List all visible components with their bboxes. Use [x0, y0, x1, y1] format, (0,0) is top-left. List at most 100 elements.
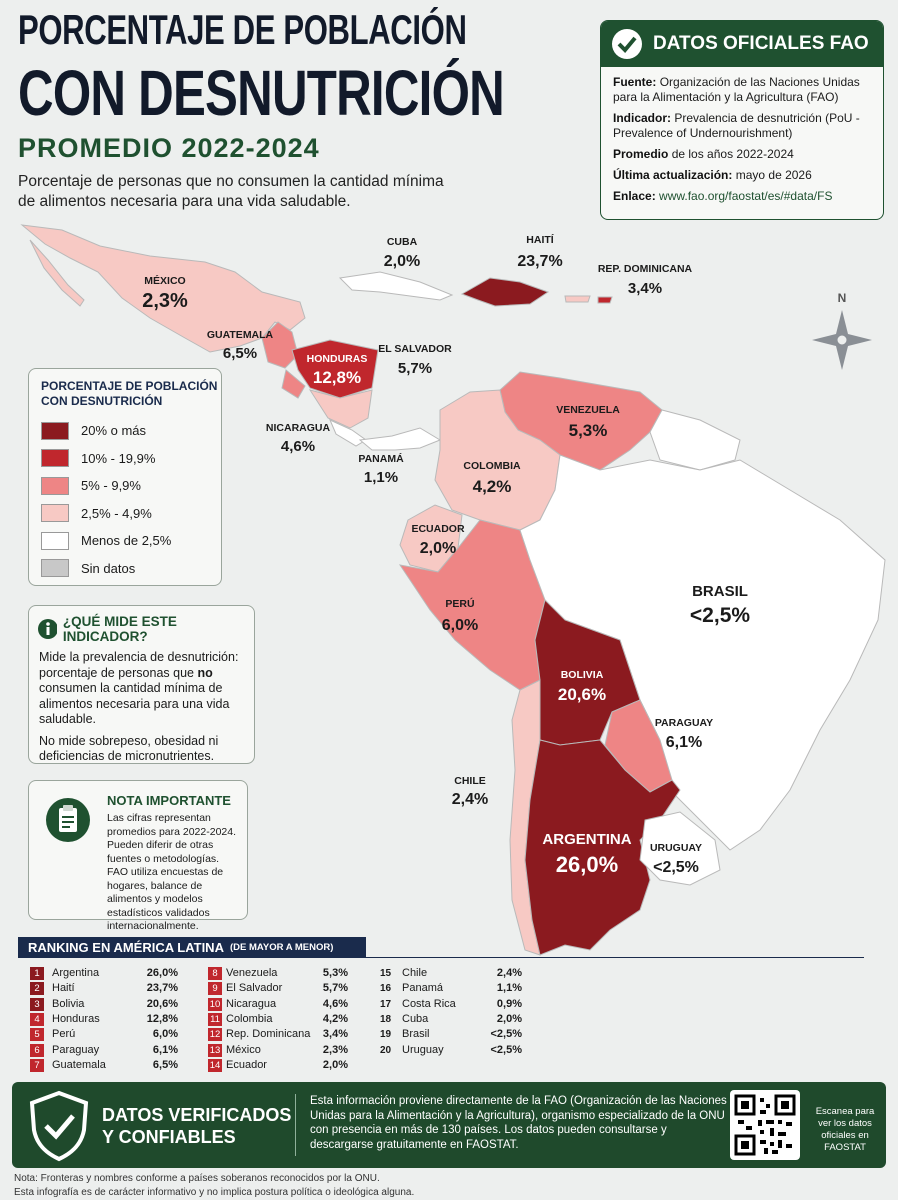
- dominicana-shape: [564, 295, 591, 303]
- country-value: 2,0%: [384, 253, 420, 270]
- footer-separator: [295, 1094, 296, 1156]
- ranking-subtitle: (DE MAYOR A MENOR): [229, 942, 334, 953]
- ranking-row: 16 Panamá 1,1%: [0, 981, 898, 996]
- legend-swatch: [41, 449, 69, 468]
- rank-badge: 8: [208, 967, 222, 980]
- rank-badge: 10: [208, 997, 222, 1011]
- footer-title-line2: Y CONFIABLES: [102, 1127, 236, 1147]
- nicaragua-shape: [308, 389, 373, 429]
- rank-badge: 1: [30, 967, 44, 980]
- check-icon: [612, 29, 642, 59]
- info-header: ¿QUÉ MIDE ESTE INDICADOR?: [37, 614, 246, 644]
- rank-badge: 13: [208, 1043, 222, 1057]
- country-name: HONDURAS: [307, 353, 368, 365]
- rank-country: El Salvador: [226, 982, 283, 995]
- rank-country: Rep. Dominicana: [226, 1028, 311, 1041]
- rank-badge: 9: [208, 982, 222, 996]
- subtitle: PROMEDIO 2022-2024: [18, 133, 320, 163]
- rank-country: Uruguay: [402, 1043, 444, 1056]
- source-item: Última actualización: mayo de 2026: [613, 168, 871, 183]
- legend-label: 20% o más: [81, 423, 147, 439]
- legend-item: Menos de 2,5%: [41, 527, 221, 555]
- country-name: ECUADOR: [411, 523, 465, 535]
- rank-number: 19: [380, 1029, 392, 1041]
- footer-text: Esta información proviene directamente d…: [310, 1095, 727, 1151]
- country-name: COLOMBIA: [463, 460, 521, 472]
- legend-label: 2,5% - 4,9%: [81, 505, 152, 521]
- country-name: PERÚ: [445, 597, 474, 610]
- rank-value: 1,1%: [496, 982, 522, 995]
- guianas-shape: [649, 409, 741, 471]
- ranking-row: 20 Uruguay <2,5%: [0, 1043, 898, 1058]
- rank-value: <2,5%: [490, 1028, 523, 1041]
- country-name: MÉXICO: [144, 274, 185, 287]
- source-box: DATOS OFICIALES FAO Fuente: Organización…: [600, 20, 884, 220]
- country-value: 6,5%: [223, 345, 257, 362]
- info-box: ¿QUÉ MIDE ESTE INDICADOR? Mide la preval…: [28, 605, 255, 764]
- ranking-row: 1 Argentina 26,0%: [0, 966, 898, 981]
- puerto-rico-shape: [597, 296, 613, 304]
- note-box: NOTA IMPORTANTE Las cifras representan p…: [28, 780, 248, 932]
- country-name: CUBA: [387, 236, 418, 248]
- rank-number: 17: [380, 998, 392, 1010]
- rank-value: 4,2%: [322, 1012, 348, 1025]
- rank-value: <2,5%: [490, 1043, 523, 1056]
- country-value: 5,3%: [569, 421, 608, 440]
- shield-icon: [29, 1090, 89, 1162]
- ranking-header: RANKING EN AMÉRICA LATINA (DE MAYOR A ME…: [18, 937, 366, 958]
- legend-item: 10% - 19,9%: [41, 445, 221, 473]
- info-paragraph2: No mide sobrepeso, obesidad ni deficienc…: [39, 733, 219, 764]
- legend-label: 5% - 9,9%: [81, 478, 141, 494]
- info-title: ¿QUÉ MIDE ESTE INDICADOR?: [62, 614, 177, 644]
- rank-badge: 5: [30, 1028, 44, 1042]
- rank-number: 18: [380, 1013, 392, 1025]
- legend-item: Sin datos: [41, 555, 221, 583]
- rank-badge: 3: [30, 997, 44, 1011]
- rank-badge: 7: [30, 1058, 44, 1072]
- note-icon: [46, 798, 90, 842]
- info-icon: [38, 619, 57, 639]
- rank-number: 15: [380, 968, 392, 979]
- ranking-row: 15 Chile 2,4%: [0, 966, 898, 981]
- rank-value: 0,9%: [496, 997, 522, 1010]
- source-text: www.fao.org/faostat/es/#data/FS: [659, 189, 833, 203]
- rank-country: Venezuela: [226, 967, 278, 979]
- country-name: PARAGUAY: [655, 717, 713, 729]
- costa-rica-shape: [329, 419, 367, 447]
- rank-value: 26,0%: [146, 967, 178, 979]
- ranking-row: 12 Rep. Dominicana 3,4%: [0, 1027, 898, 1042]
- country-value: 20,6%: [558, 685, 606, 704]
- rank-country: Perú: [52, 1028, 76, 1041]
- country-name: HAITÍ: [526, 233, 554, 246]
- ranking-row: 8 Venezuela 5,3%: [0, 966, 898, 981]
- legend-item: 5% - 9,9%: [41, 472, 221, 500]
- country-name: EL SALVADOR: [378, 343, 452, 355]
- country-value: 5,7%: [398, 360, 432, 377]
- country-name: BOLIVIA: [561, 669, 604, 681]
- uruguay-shape: [639, 811, 721, 886]
- mexico-shape: [20, 224, 306, 353]
- rank-value: 6,5%: [152, 1058, 178, 1071]
- source-text: Prevalencia de desnutrición (PoU - Preva…: [613, 111, 860, 140]
- country-value: 4,2%: [473, 477, 512, 496]
- rank-badge: 12: [208, 1028, 222, 1042]
- rank-number: 16: [380, 983, 392, 995]
- country-name: VENEZUELA: [556, 404, 620, 416]
- footer-title: DATOS VERIFICADOS Y CONFIABLES: [102, 1104, 291, 1148]
- rank-value: 2,3%: [322, 1043, 348, 1056]
- source-item: Fuente: Organización de las Naciones Uni…: [613, 75, 871, 105]
- rank-country: Argentina: [52, 967, 100, 979]
- legend: PORCENTAJE DE POBLACIÓN CON DESNUTRICIÓN…: [28, 368, 222, 586]
- source-body: Fuente: Organización de las Naciones Uni…: [601, 67, 883, 218]
- rank-country: México: [226, 1043, 261, 1056]
- legend-swatch: [41, 476, 69, 495]
- source-text: mayo de 2026: [735, 168, 812, 182]
- ranking-title: RANKING EN AMÉRICA LATINA: [28, 940, 224, 955]
- panama-shape: [358, 427, 442, 451]
- rank-value: 5,7%: [322, 982, 348, 995]
- notes: Nota: Fronteras y nombres conforme a paí…: [14, 1172, 414, 1200]
- ranking-row: 2 Haití 23,7%: [0, 981, 898, 996]
- info-paragraph1: Mide la prevalencia de desnutrición: por…: [39, 650, 244, 728]
